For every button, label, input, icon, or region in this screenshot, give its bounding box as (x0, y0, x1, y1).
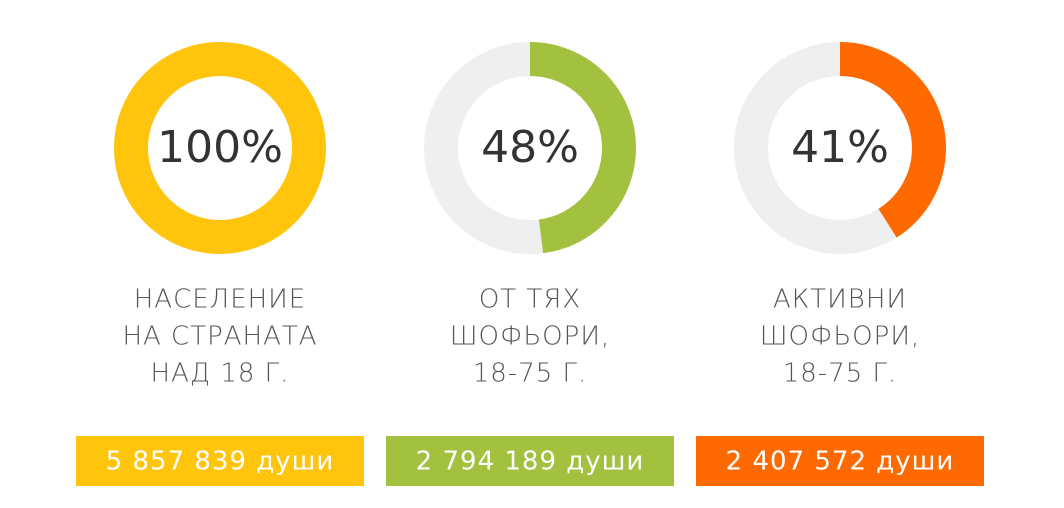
description: ШОФЬОРИ, (760, 322, 920, 352)
count-badge (76, 436, 364, 486)
description: ШОФЬОРИ, (450, 322, 610, 352)
description: НАД 18 Г. (151, 359, 290, 389)
count-label: 2 407 572 души (726, 447, 955, 477)
count-badge (696, 436, 984, 486)
percent-label: 48% (481, 122, 579, 173)
description: 18-75 Г. (783, 359, 898, 389)
description: 18-75 Г. (473, 359, 588, 389)
description: АКТИВНИ (773, 285, 907, 315)
percent-label: 100% (157, 122, 283, 173)
donut-arc (114, 42, 326, 254)
count-label: 5 857 839 души (106, 447, 335, 477)
count-label: 2 794 189 души (416, 447, 645, 477)
description: ОТ ТЯХ (479, 285, 581, 315)
percent-label: 41% (791, 122, 889, 173)
count-badge (386, 436, 674, 486)
description: НАСЕЛЕНИЕ (134, 285, 307, 315)
description: НА СТРАНАТА (122, 322, 317, 352)
donut-arc (734, 42, 946, 254)
donut-arc (424, 42, 636, 254)
